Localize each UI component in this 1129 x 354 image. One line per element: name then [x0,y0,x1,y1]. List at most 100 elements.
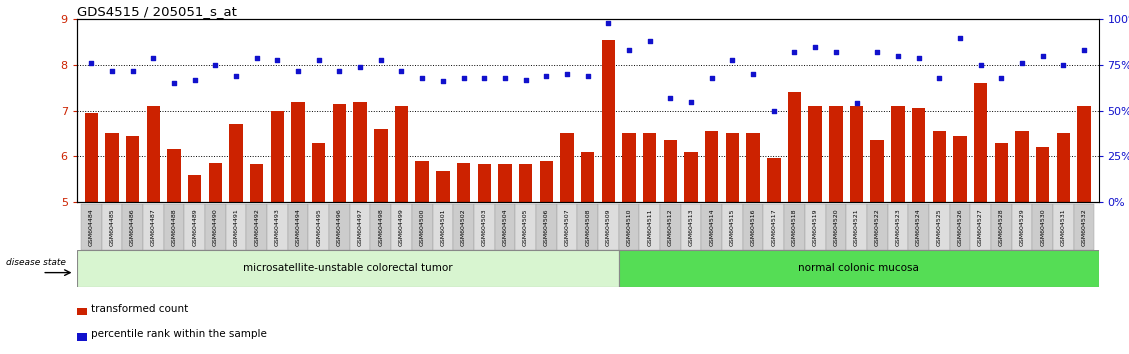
Bar [474,204,495,250]
Bar [622,133,636,202]
Bar [308,204,330,250]
Text: GSM604507: GSM604507 [564,208,569,246]
Text: GSM604504: GSM604504 [502,208,507,246]
Point [309,57,327,62]
Point [1075,48,1093,53]
Point [702,75,720,81]
Bar [933,131,946,202]
Text: GSM604487: GSM604487 [151,208,156,246]
Bar [891,106,904,202]
Text: GSM604508: GSM604508 [585,208,590,246]
Text: GSM604528: GSM604528 [999,208,1004,246]
Bar [184,204,205,250]
Point [786,50,804,55]
Bar [639,204,660,250]
Text: GSM604500: GSM604500 [420,208,425,246]
Bar [887,204,908,250]
Point [992,75,1010,81]
Point [289,68,307,73]
Bar [105,133,119,202]
Point [764,108,782,113]
Bar [785,204,805,250]
Bar [395,106,409,202]
Bar [788,92,802,202]
Point [682,99,700,104]
Text: GSM604491: GSM604491 [234,208,238,246]
Bar [602,40,615,202]
Point [848,101,866,106]
Bar [515,204,536,250]
Text: GSM604502: GSM604502 [461,208,466,246]
Point [951,35,969,41]
Bar [723,204,743,250]
Bar [250,164,263,202]
Text: GSM604523: GSM604523 [895,208,901,246]
Point [185,77,203,82]
Bar [1036,147,1049,202]
Bar [205,204,226,250]
Text: GSM604519: GSM604519 [813,208,817,246]
Bar [167,149,181,202]
Bar [908,204,929,250]
Bar [825,204,846,250]
Bar [229,124,243,202]
Bar [1015,131,1029,202]
Text: GSM604489: GSM604489 [192,208,198,246]
Text: GSM604490: GSM604490 [213,208,218,246]
Text: GSM604515: GSM604515 [730,208,735,246]
Bar [974,83,988,202]
Bar [122,204,143,250]
Bar [246,204,268,250]
Point [972,62,990,68]
Bar [126,136,139,202]
Point [82,61,100,66]
Bar [867,204,887,250]
Bar [519,164,532,202]
Point [910,55,928,61]
Text: GSM604532: GSM604532 [1082,208,1086,246]
Bar [808,106,822,202]
Bar [805,204,825,250]
Bar [432,204,453,250]
Bar [684,152,698,202]
Bar [391,204,412,250]
Bar [187,175,201,202]
Text: GSM604495: GSM604495 [316,208,322,246]
Text: GSM604524: GSM604524 [916,208,921,246]
Point [889,53,907,59]
Bar [743,204,763,250]
Bar [644,133,656,202]
Point [517,77,535,82]
Text: GSM604514: GSM604514 [709,208,715,246]
Text: GSM604526: GSM604526 [957,208,962,246]
Point [537,73,555,79]
Bar [495,204,515,250]
Bar [415,161,429,202]
Point [496,75,514,81]
Point [413,75,431,81]
Bar [619,250,1099,287]
Bar [353,102,367,202]
Point [578,73,596,79]
Bar [929,204,949,250]
Text: disease state: disease state [6,258,65,267]
Bar [953,136,966,202]
Text: GSM604506: GSM604506 [544,208,549,246]
Text: GSM604496: GSM604496 [336,208,342,246]
Point [434,79,452,84]
Bar [701,204,723,250]
Text: GSM604516: GSM604516 [751,208,755,246]
Bar [664,140,677,202]
Point [393,68,411,73]
Bar [949,204,970,250]
Bar [846,204,867,250]
Bar [1012,204,1032,250]
Bar [1077,106,1091,202]
Text: GSM604513: GSM604513 [689,208,693,246]
Bar [77,308,87,315]
Point [806,44,824,50]
Text: GSM604517: GSM604517 [771,208,777,246]
Bar [704,131,718,202]
Text: GSM604494: GSM604494 [296,208,300,246]
Text: GSM604501: GSM604501 [440,208,445,246]
